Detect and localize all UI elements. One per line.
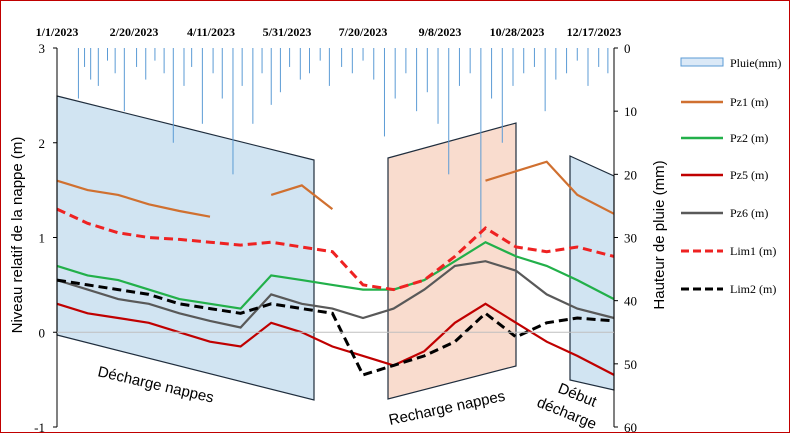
y-tick-label: 1 [39,231,46,246]
legend-label: Pz5 (m) [730,168,768,182]
legend-label: Lim1 (m) [730,244,776,258]
y2-axis-label: Hauteur de pluie (mm) [651,160,668,309]
series-pz1-line [270,184,334,210]
x-tick-label: 10/28/2023 [490,25,545,39]
x-tick-label: 2/20/2023 [110,25,159,39]
series-pz5-line [56,302,615,376]
y2-tick-label: 40 [624,294,637,309]
x-tick-label: 5/31/2023 [263,25,312,39]
x-tick-label: 12/17/2023 [567,25,622,39]
series-pz1-line [485,160,615,215]
y2-tick-label: 50 [624,357,637,372]
series-lim1-line [56,207,615,292]
y-tick-label: 0 [39,325,46,340]
zones-layer [56,95,615,401]
series-layer [56,160,615,377]
legend-label: Pz6 (m) [730,206,768,220]
y2-tick-label: 60 [624,420,637,435]
y-axis-label: Niveau relatif de la nappe (m) [9,137,26,334]
y2-tick-label: 20 [624,167,637,182]
legend-swatch-pluie [680,57,724,67]
x-tick-label: 7/20/2023 [339,25,388,39]
y2-tick-label: 10 [624,104,637,119]
x-tick-label: 9/8/2023 [419,25,462,39]
zone-box-1 [56,95,315,401]
y-tick-label: 3 [39,41,46,56]
series-lim2-line [56,278,615,377]
rain-layer [77,48,609,238]
legend-label: Pz1 (m) [730,95,768,109]
zone-box-2 [387,122,517,400]
series-pz2-line [56,240,615,310]
legend-label: Lim2 (m) [730,282,776,296]
series-pz1-line [56,179,211,218]
y-tick-label: -1 [34,420,45,435]
legend-label: Pz2 (m) [730,131,768,145]
x-tick-label: 4/11/2023 [187,25,235,39]
legend-label: Pluie(mm) [730,56,781,70]
legend-layer: Pluie(mm) Pz1 (m) Pz2 (m) Pz5 (m) Pz6 (m) Lim… [680,56,781,296]
series-pz6-line [56,260,615,329]
y2-tick-label: 0 [624,41,631,56]
y-tick-label: 2 [39,136,46,151]
x-tick-label: 1/1/2023 [36,25,79,39]
y2-tick-label: 30 [624,231,637,246]
